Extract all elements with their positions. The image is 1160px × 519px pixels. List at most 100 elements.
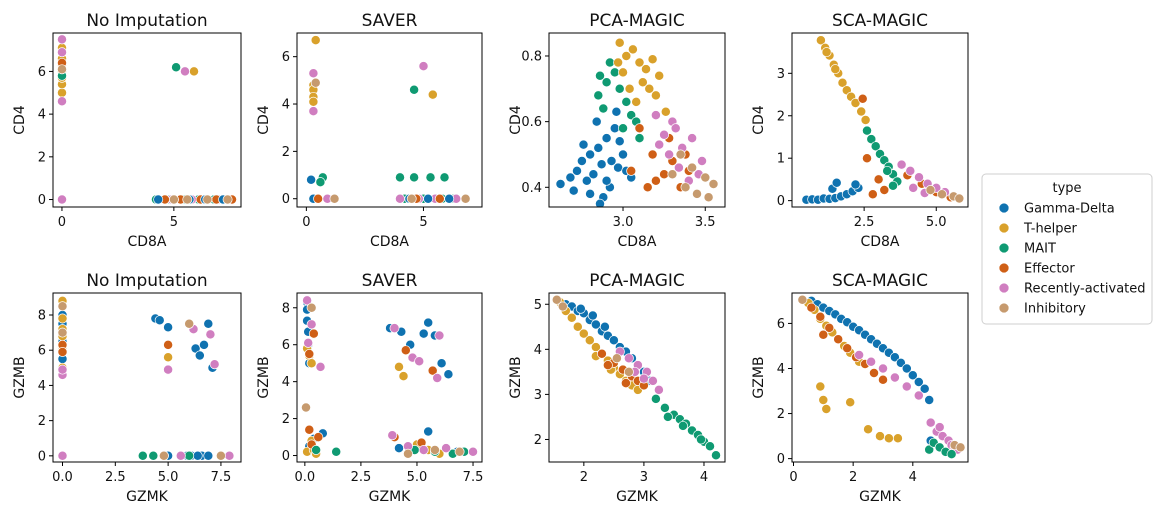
data-point xyxy=(659,129,670,140)
data-point xyxy=(310,35,321,46)
data-point xyxy=(818,329,829,340)
data-point xyxy=(578,139,589,150)
data-point xyxy=(609,67,620,78)
data-point xyxy=(57,347,68,357)
data-point xyxy=(627,44,638,55)
data-point xyxy=(696,434,706,445)
data-point xyxy=(818,395,829,405)
data-point xyxy=(934,422,945,433)
y-tick-label: 4 xyxy=(38,108,46,123)
data-point xyxy=(57,96,67,107)
data-point xyxy=(460,193,471,204)
data-point xyxy=(611,106,622,117)
legend-marker xyxy=(998,222,1010,234)
data-point xyxy=(654,139,665,150)
data-point xyxy=(310,77,321,88)
subplot-7: 2 3 4 2 3 4 5 PCA-MAGIC GZMK GZMB xyxy=(508,271,726,505)
data-point xyxy=(914,172,924,183)
data-point xyxy=(153,194,164,205)
y-axis-label: GZMB xyxy=(508,356,524,398)
data-point xyxy=(302,295,313,306)
data-point xyxy=(634,133,645,144)
data-point xyxy=(623,366,634,377)
data-point xyxy=(601,77,612,88)
data-point xyxy=(315,177,326,188)
data-point xyxy=(626,165,637,176)
data-point xyxy=(306,302,317,313)
x-tick-label: 5.0 xyxy=(407,470,428,485)
data-point xyxy=(611,353,622,364)
data-point xyxy=(919,383,930,394)
data-point xyxy=(650,90,661,101)
data-point xyxy=(202,194,213,205)
data-point xyxy=(432,373,443,383)
data-point xyxy=(434,330,445,341)
data-point xyxy=(700,172,711,183)
legend-label: Gamma-Delta xyxy=(1024,202,1115,217)
data-point xyxy=(650,110,661,121)
data-point xyxy=(57,47,67,58)
y-axis-label: CD4 xyxy=(508,105,524,135)
data-point xyxy=(664,149,675,160)
data-point xyxy=(634,123,645,134)
points xyxy=(555,37,719,207)
data-point xyxy=(924,444,935,455)
data-point xyxy=(308,328,319,339)
x-axis-label: CD8A xyxy=(860,234,899,250)
x-axis-label: CD8A xyxy=(370,234,409,250)
legend-title: type xyxy=(1052,181,1081,196)
data-point xyxy=(429,445,440,455)
data-point xyxy=(824,322,835,333)
y-axis-label: GZMB xyxy=(751,356,767,398)
data-point xyxy=(395,172,405,183)
y-tick-label: 0 xyxy=(777,452,785,467)
data-point xyxy=(593,90,604,101)
plot-frame xyxy=(548,32,726,208)
data-point xyxy=(854,350,865,360)
data-point xyxy=(406,193,417,204)
data-point xyxy=(423,426,434,437)
data-point xyxy=(806,302,817,313)
data-point xyxy=(878,374,888,385)
data-point xyxy=(647,54,658,65)
x-axis-label: GZMK xyxy=(859,489,902,505)
data-point xyxy=(954,193,965,204)
data-point xyxy=(163,364,174,375)
data-point xyxy=(572,321,583,332)
data-point xyxy=(842,343,853,354)
data-point xyxy=(659,402,670,413)
data-point xyxy=(608,335,619,346)
data-point xyxy=(418,445,429,455)
points xyxy=(301,295,478,459)
x-axis-label: GZMK xyxy=(126,489,169,505)
data-point xyxy=(601,133,612,144)
data-point xyxy=(575,303,586,314)
data-point xyxy=(618,67,628,78)
legend-label: Inhibitory xyxy=(1024,302,1086,317)
data-point xyxy=(163,339,174,350)
data-point xyxy=(427,89,438,100)
points xyxy=(306,35,471,204)
data-point xyxy=(882,165,893,176)
legend-marker xyxy=(998,282,1010,294)
data-point xyxy=(660,106,671,117)
data-point xyxy=(163,322,174,333)
data-point xyxy=(555,179,566,189)
data-point xyxy=(867,189,878,200)
data-point xyxy=(905,165,916,176)
points xyxy=(801,35,965,205)
y-tick-label: 5 xyxy=(534,298,542,313)
data-point xyxy=(439,172,450,183)
data-point xyxy=(192,450,203,461)
data-point xyxy=(896,159,907,170)
y-tick-label: 2 xyxy=(38,414,46,429)
subplot-title: No Imputation xyxy=(86,11,207,31)
data-point xyxy=(925,185,936,195)
data-point xyxy=(621,51,632,61)
y-tick-label: 0 xyxy=(777,194,785,209)
data-point xyxy=(907,370,918,381)
data-point xyxy=(879,185,890,195)
data-point xyxy=(199,339,209,350)
data-point xyxy=(581,175,592,186)
legend-marker xyxy=(998,202,1010,214)
